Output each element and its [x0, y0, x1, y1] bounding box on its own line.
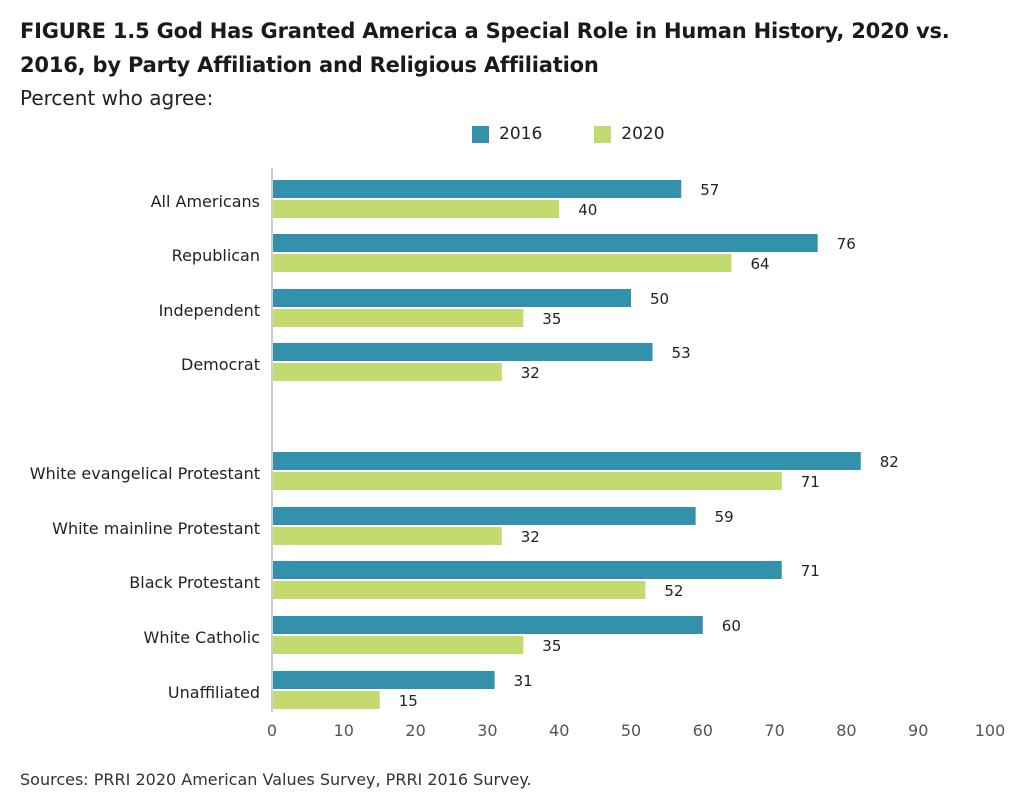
bar-2016 — [273, 289, 631, 307]
bar-2020 — [273, 309, 524, 327]
bar-2016 — [273, 343, 653, 361]
category-label: White Catholic — [144, 628, 260, 647]
chart-subtitle: Percent who agree: — [20, 86, 214, 110]
source-note: Sources: PRRI 2020 American Values Surve… — [20, 770, 532, 789]
legend-item-2020: 2020 — [594, 124, 665, 144]
bar-2016 — [273, 616, 703, 634]
legend-label-2020: 2020 — [621, 124, 665, 144]
x-tick-label: 70 — [764, 721, 784, 740]
x-tick-label: 10 — [334, 721, 354, 740]
bar-2020 — [273, 363, 502, 381]
bar-2020 — [273, 581, 646, 599]
data-label: 82 — [880, 453, 899, 471]
x-tick-label: 90 — [908, 721, 928, 740]
bar-2016 — [273, 507, 696, 525]
data-label: 57 — [700, 181, 719, 199]
data-label: 64 — [751, 255, 770, 273]
bar-chart: All Americans 57 40 Republican 76 64 Independe… — [30, 168, 1006, 740]
data-label: 32 — [521, 364, 540, 382]
category-label: White evangelical Protestant — [30, 464, 260, 483]
bar-2020 — [273, 636, 524, 654]
data-label: 35 — [542, 310, 561, 328]
data-label: 71 — [801, 473, 820, 491]
bar-2016 — [273, 234, 818, 252]
x-tick-label: 0 — [267, 721, 277, 740]
legend-label-2016: 2016 — [499, 124, 543, 144]
x-tick-label: 100 — [975, 721, 1006, 740]
category-label: Democrat — [181, 355, 260, 374]
legend: 2016 2020 — [472, 124, 717, 144]
data-label: 53 — [672, 344, 691, 362]
data-label: 52 — [664, 582, 683, 600]
data-label: 32 — [521, 528, 540, 546]
bar-2020 — [273, 200, 560, 218]
bar-2016 — [273, 671, 495, 689]
chart-title: FIGURE 1.5 God Has Granted America a Spe… — [20, 19, 950, 77]
x-tick-label: 50 — [621, 721, 641, 740]
category-label: White mainline Protestant — [52, 519, 260, 538]
category-label: Black Protestant — [129, 573, 260, 592]
bar-2016 — [273, 180, 682, 198]
legend-item-2016: 2016 — [472, 124, 542, 144]
data-label: 35 — [542, 637, 561, 655]
bar-2016 — [273, 452, 861, 470]
data-label: 60 — [722, 617, 741, 635]
bar-2020 — [273, 691, 380, 709]
data-label: 15 — [399, 692, 418, 710]
bar-2016 — [273, 561, 782, 579]
data-label: 59 — [715, 508, 734, 526]
x-tick-label: 60 — [693, 721, 713, 740]
bar-2020 — [273, 254, 732, 272]
x-tick-label: 20 — [405, 721, 425, 740]
data-label: 31 — [514, 672, 533, 690]
data-label: 76 — [837, 235, 856, 253]
legend-swatch-2016 — [472, 125, 489, 143]
category-label: Unaffiliated — [168, 683, 260, 702]
category-label: All Americans — [151, 192, 260, 211]
x-tick-label: 40 — [549, 721, 569, 740]
category-label: Republican — [172, 246, 260, 265]
bar-2020 — [273, 527, 502, 545]
x-tick-label: 30 — [477, 721, 497, 740]
bar-2020 — [273, 472, 782, 490]
x-tick-label: 80 — [836, 721, 856, 740]
data-label: 50 — [650, 290, 669, 308]
data-label: 71 — [801, 562, 820, 580]
data-label: 40 — [578, 201, 597, 219]
category-label: Independent — [159, 301, 260, 320]
legend-swatch-2020 — [594, 125, 612, 143]
